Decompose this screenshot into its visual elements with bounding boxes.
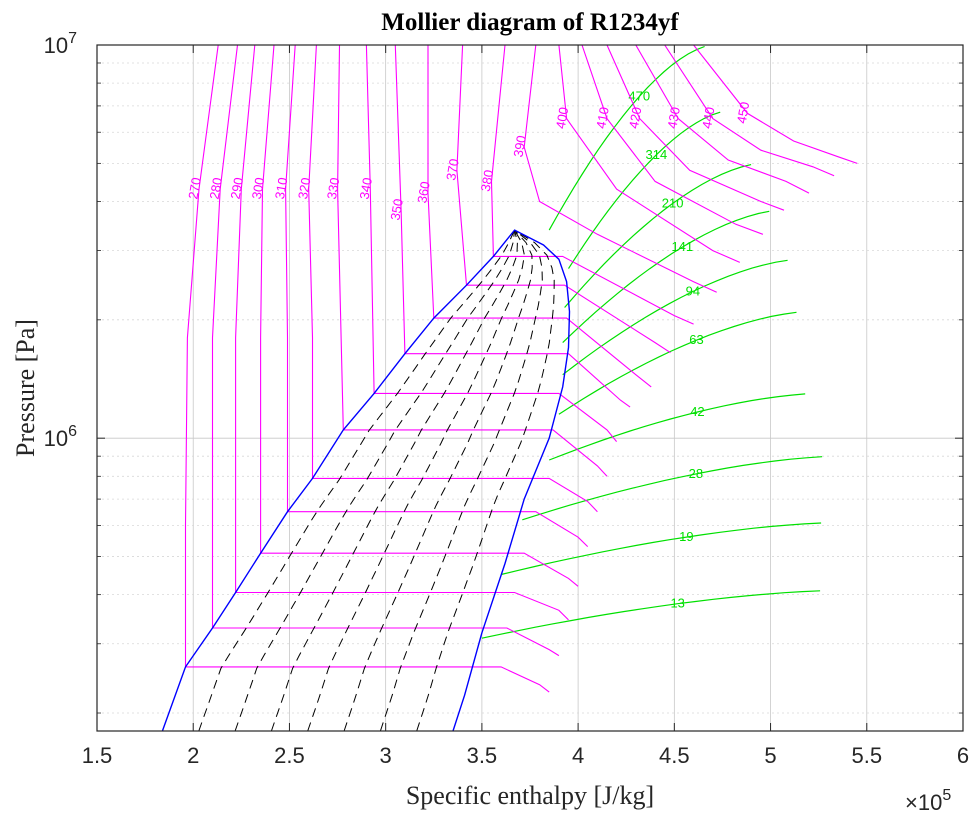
x-tick-label: 3.5 [467,743,498,768]
isochore-line [522,456,823,521]
isochore-label: 94 [686,284,700,299]
x-tick-label: 6 [957,743,969,768]
chart-title: Mollier diagram of R1234yf [381,9,679,36]
isotherm-line [635,45,810,194]
axes-box [96,44,964,732]
plot-area [97,45,963,731]
isotherm-line [664,45,835,177]
isochore-line [562,210,770,344]
isotherm-label: 430 [664,106,683,130]
isochore-label: 470 [628,89,650,104]
x-tick-label: 4 [572,743,584,768]
quality-line [234,230,516,731]
quality-line [416,229,555,731]
isotherm-label: 270 [185,176,204,200]
quality-line [198,229,516,731]
isotherm-line [558,45,741,263]
x-tick-label: 5.5 [851,743,882,768]
isotherm-line [365,45,618,442]
isotherm-label: 440 [699,106,718,130]
quality-line [307,229,525,731]
isochore-line [564,164,752,308]
x-tick-label: 2 [187,743,199,768]
isochore-line [558,311,797,415]
x-tick-label: 1.5 [82,743,113,768]
isochore-label: 141 [671,239,693,254]
x-axis-label: Specific enthalpy [J/kg] [406,781,654,810]
isochore-label: 19 [679,529,693,544]
x-tick-label: 4.5 [659,743,690,768]
isotherm-line [394,45,631,408]
isochore-line [548,45,705,231]
y-axis-label: Pressure [Pa] [11,319,40,457]
isochore-line [500,522,822,576]
isochore-line [562,259,788,376]
isotherm-line [606,45,785,211]
isotherm-label: 320 [295,176,314,200]
isochore-label: 63 [689,332,703,347]
isotherm-label: 380 [478,169,497,193]
isotherm-label: 410 [593,106,612,130]
isotherm-label: 370 [443,158,462,182]
isochore-label: 314 [645,147,667,162]
isotherm-label: 400 [553,106,572,130]
isochore-label: 28 [689,466,703,481]
isotherm-line [211,45,560,657]
isotherm-label: 340 [357,176,376,200]
x-tick-label: 3 [380,743,392,768]
quality-line [270,229,518,731]
isotherm-label: 450 [734,101,753,125]
x-exponent-label: ×105 [905,787,951,815]
isotherm-label: 350 [387,197,406,221]
saturation-dome [161,229,571,731]
y-tick-label: 106 [44,423,77,451]
grid-lines [97,45,963,731]
isochore-line [548,393,806,461]
x-tick-label: 2.5 [274,743,305,768]
isochore-line [481,590,821,639]
isotherm-label: 360 [414,180,433,204]
isotherm-line [184,45,550,693]
isotherm-label: 330 [324,176,343,200]
isotherm-line [427,45,652,388]
isotherm-label: 420 [626,106,645,130]
isotherm-line [693,45,858,164]
isotherm-label: 280 [207,176,226,200]
isotherm-label: 300 [249,176,268,200]
isotherm-line [523,45,717,293]
isochore-label: 42 [690,404,704,419]
y-tick-label: 107 [44,30,77,58]
isochore-label: 210 [662,196,684,211]
isotherm-label: 290 [228,176,247,200]
isotherm-line [490,45,694,325]
quality-line [343,229,533,731]
isotherm-line [337,45,608,477]
isotherm-line [456,45,671,354]
isotherm-line [581,45,764,235]
isochore-label: 13 [670,596,684,611]
isotherm-label: 310 [272,176,291,200]
isotherm-label: 390 [510,134,529,158]
x-tick-label: 5 [764,743,776,768]
axis-ticks: 1.5 2 2.5 3 3.5 4 4.5 5 5.5 6 106 107 [44,30,970,768]
